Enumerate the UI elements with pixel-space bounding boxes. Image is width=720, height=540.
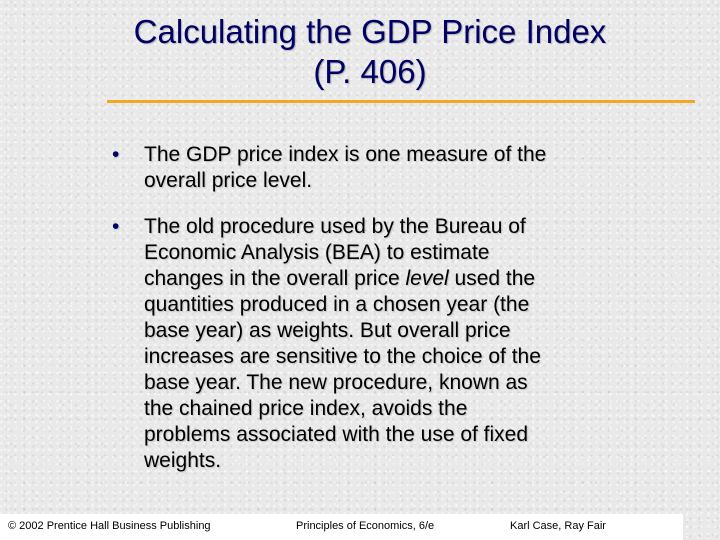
bullet-dot-icon: •: [112, 215, 120, 238]
bullet-1-line-1: The GDP price index is one measure of th…: [144, 143, 547, 166]
bullet-dot-icon: •: [112, 143, 120, 166]
bullet-2-line-7: base year. The new procedure, known as: [144, 371, 528, 394]
slide-title-line-1: Calculating the GDP Price Index: [133, 13, 607, 50]
slide-footer: © 2002 Prentice Hall Business Publishing…: [0, 514, 683, 540]
slide-title: Calculating the GDP Price Index (P. 406): [100, 12, 640, 92]
bullet-2-line-8: the chained price index, avoids the: [144, 397, 468, 420]
footer-book-title: Principles of Economics, 6/e: [296, 520, 435, 532]
bullet-item-2: • The old procedure used by the Bureau o…: [112, 214, 612, 474]
footer-copyright: © 2002 Prentice Hall Business Publishing: [8, 520, 211, 532]
bullet-2-line-10: weights.: [144, 449, 222, 472]
title-divider: [107, 100, 695, 103]
bullet-2-line-6: increases are sensitive to the choice of…: [144, 345, 541, 368]
bullet-item-1: • The GDP price index is one measure of …: [112, 142, 612, 194]
footer-authors: Karl Case, Ray Fair: [510, 520, 606, 532]
bullet-2-line-3-end: used the: [448, 267, 536, 290]
bullet-list: • The GDP price index is one measure of …: [112, 142, 612, 474]
bullet-2-line-4: quantities produced in a chosen year (th…: [144, 293, 530, 316]
bullet-2-emphasis-level: level: [405, 267, 449, 290]
bullet-2-line-2: Economic Analysis (BEA) to estimate: [144, 241, 490, 264]
bullet-1-line-2: overall price level.: [144, 169, 313, 192]
bullet-2-line-3: changes in the overall price: [144, 267, 406, 290]
bullet-2-line-1: The old procedure used by the Bureau of: [144, 215, 526, 238]
bullet-2-line-5: base year) as weights. But overall price: [144, 319, 511, 342]
slide-title-line-2: (P. 406): [313, 53, 427, 90]
bullet-2-line-9: problems associated with the use of fixe…: [144, 423, 529, 446]
